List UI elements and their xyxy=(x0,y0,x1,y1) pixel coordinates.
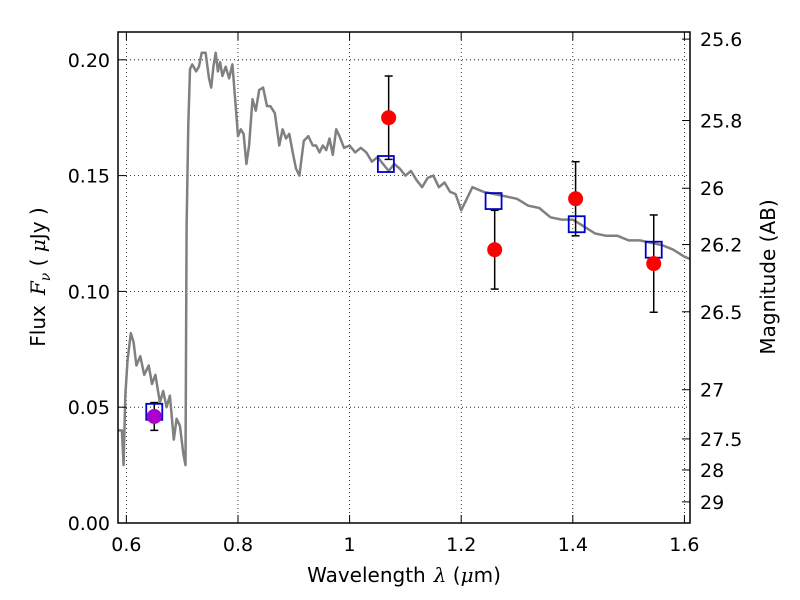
y-axis-label-unit-rest: Jy ) xyxy=(26,207,50,241)
model-photometry-square xyxy=(567,215,586,234)
model-spectrum xyxy=(118,51,690,467)
y2-tick-label: 29 xyxy=(700,492,724,514)
observed-flux-point xyxy=(487,242,503,258)
y-axis-label: Flux Fν ( μJy ) xyxy=(26,207,54,346)
x-axis-label-unit-open: ( xyxy=(446,563,460,587)
y-tick-label: 0.15 xyxy=(68,166,110,188)
x-axis-label-unit-mu: μ xyxy=(461,563,474,587)
y-tick-label: 0.05 xyxy=(68,397,110,419)
x-axis-ticks: 0.6 0.8 1 1.2 1.4 1.6 xyxy=(111,32,700,556)
y2-tick-label: 26.5 xyxy=(700,302,742,324)
x-tick-label: 1.4 xyxy=(558,534,588,556)
x-tick-label: 1.2 xyxy=(446,534,476,556)
x-axis-label: Wavelength λ (μm) xyxy=(307,563,501,587)
x-tick-label: 0.8 xyxy=(223,534,253,556)
observed-flux-point xyxy=(381,110,397,126)
y-axis-label-text: Flux xyxy=(26,305,50,347)
y-axis-label-unit-mu: μ xyxy=(26,239,50,252)
plot-frame xyxy=(117,31,691,524)
y2-tick-label: 28 xyxy=(700,460,724,482)
y2-tick-label: 26 xyxy=(700,178,724,200)
model-photometry-square xyxy=(376,155,395,173)
plot-background xyxy=(118,32,690,523)
y2-tick-label: 25.8 xyxy=(700,111,742,133)
model-photometry-square xyxy=(484,192,503,210)
y-axis-label-sub: ν xyxy=(38,272,54,281)
x-axis-label-unit-rest: m) xyxy=(474,563,501,587)
observed-flux-point xyxy=(568,191,584,207)
x-axis-label-symbol: λ xyxy=(433,563,447,587)
y2-tick-label: 27 xyxy=(700,380,724,402)
x-tick-label: 0.6 xyxy=(111,534,141,556)
y-tick-label: 0.00 xyxy=(68,513,110,535)
model-spectrum-line xyxy=(118,51,690,467)
grid-lines xyxy=(118,32,690,523)
y-tick-label: 0.10 xyxy=(68,281,110,303)
y-axis-label-unit-open: ( xyxy=(26,252,50,273)
y2-tick-label: 26.2 xyxy=(700,235,742,257)
x-tick-label: 1 xyxy=(344,534,356,556)
y2-tick-label: 25.6 xyxy=(700,29,742,51)
data-points xyxy=(145,75,663,432)
y2-axis-label: Magnitude (AB) xyxy=(756,199,780,354)
optical-flux-point xyxy=(146,408,162,424)
y2-tick-label: 27.5 xyxy=(700,429,742,451)
observed-flux-point xyxy=(646,256,662,272)
x-tick-label: 1.6 xyxy=(669,534,699,556)
x-axis-label-text: Wavelength xyxy=(307,563,426,587)
y-tick-label: 0.20 xyxy=(68,50,110,72)
y-axis-ticks: 0.00 0.05 0.10 0.15 0.20 xyxy=(68,50,126,535)
y2-axis-ticks: 25.6 25.8 26 26.2 26.5 27 27.5 28 29 xyxy=(682,29,742,514)
y-axis-label-symbol: F xyxy=(26,280,50,296)
